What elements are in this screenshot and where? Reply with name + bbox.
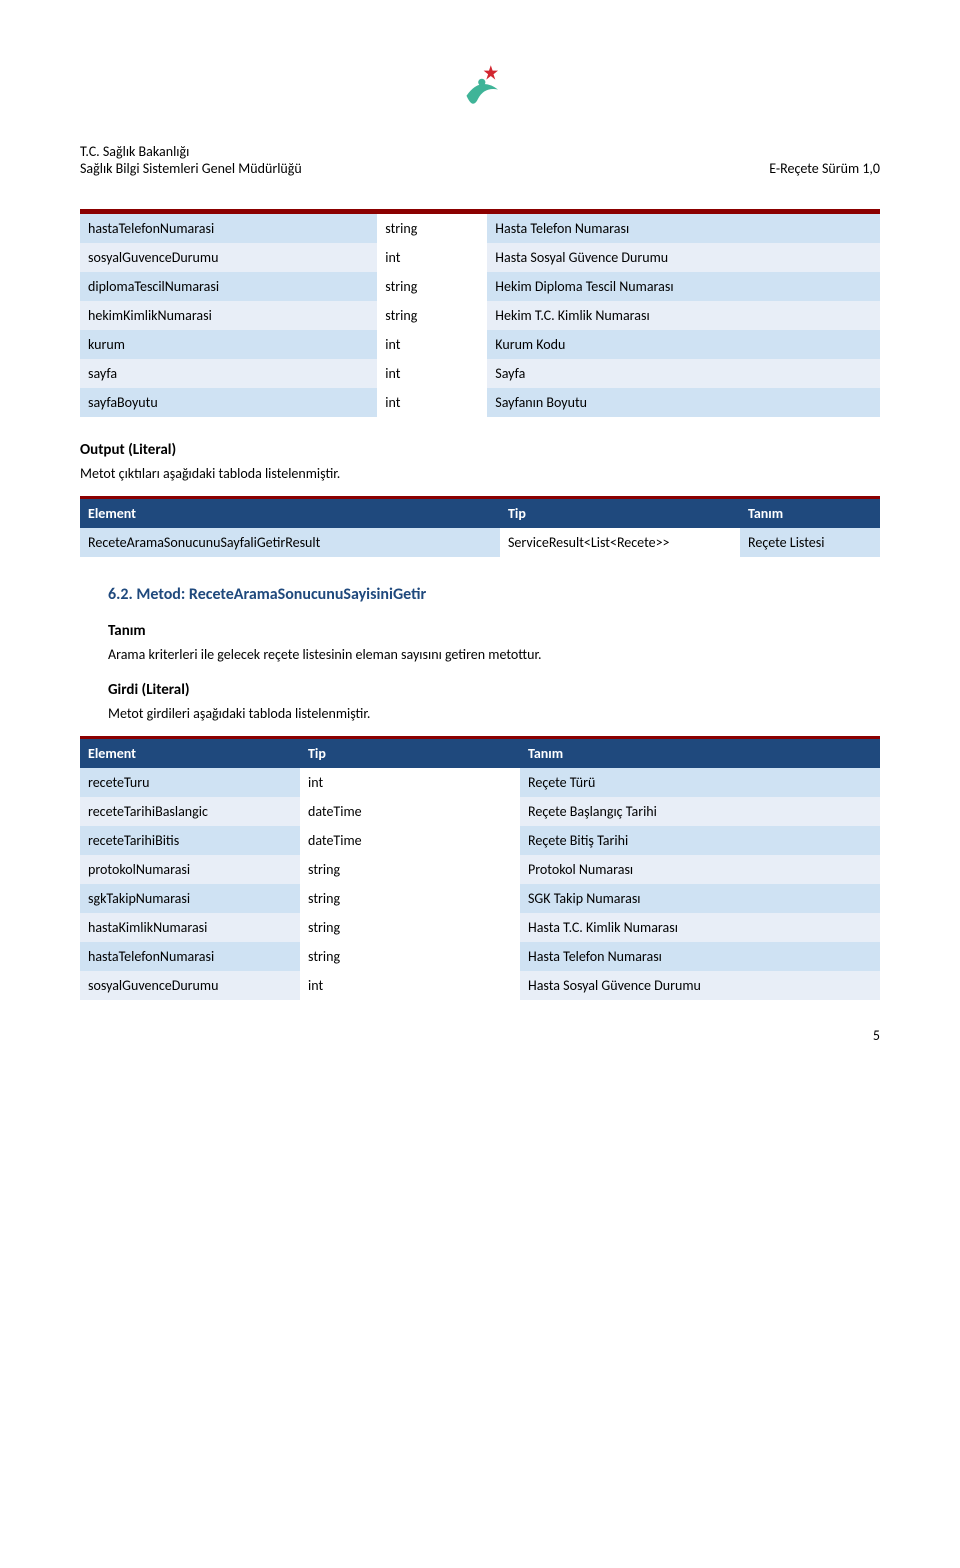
cell-element: receteTuru <box>80 768 300 797</box>
table-row: hekimKimlikNumarasistringHekim T.C. Kiml… <box>80 301 880 330</box>
table-row: hastaKimlikNumarasistringHasta T.C. Kiml… <box>80 913 880 942</box>
table-row: diplomaTescilNumarasistringHekim Diploma… <box>80 272 880 301</box>
table-row: hastaTelefonNumarasistringHasta Telefon … <box>80 214 880 243</box>
table-row: sosyalGuvenceDurumuintHasta Sosyal Güven… <box>80 971 880 1000</box>
cell-desc: Kurum Kodu <box>487 330 880 359</box>
cell-type: string <box>300 884 520 913</box>
cell-desc: Protokol Numarası <box>520 855 880 884</box>
cell-desc: Hasta Sosyal Güvence Durumu <box>520 971 880 1000</box>
cell-type: int <box>377 388 487 417</box>
cell-desc: Hasta Sosyal Güvence Durumu <box>487 243 880 272</box>
input-params-table: hastaTelefonNumarasistringHasta Telefon … <box>80 209 880 417</box>
cell-element: kurum <box>80 330 377 359</box>
cell-type: string <box>300 855 520 884</box>
output-literal-heading: Output (Literal) <box>80 441 880 459</box>
cell-desc: Reçete Bitiş Tarihi <box>520 826 880 855</box>
tanim-label: Tanım <box>108 622 880 640</box>
cell-desc: Reçete Türü <box>520 768 880 797</box>
table-row: sosyalGuvenceDurumuintHasta Sosyal Güven… <box>80 243 880 272</box>
table-row: hastaTelefonNumarasistringHasta Telefon … <box>80 942 880 971</box>
girdi-label: Girdi (Literal) <box>108 681 880 699</box>
col-type: Tip <box>300 737 520 768</box>
cell-element: diplomaTescilNumarasi <box>80 272 377 301</box>
page-header: T.C. Sağlık Bakanlığı Sağlık Bilgi Siste… <box>80 143 880 177</box>
cell-desc: Hasta Telefon Numarası <box>520 942 880 971</box>
cell-type: dateTime <box>300 826 520 855</box>
col-element: Element <box>80 737 300 768</box>
cell-element: hastaKimlikNumarasi <box>80 913 300 942</box>
page-number: 5 <box>873 1027 880 1044</box>
table-row: sayfaintSayfa <box>80 359 880 388</box>
cell-desc: Hekim Diploma Tescil Numarası <box>487 272 880 301</box>
cell-element: sosyalGuvenceDurumu <box>80 971 300 1000</box>
tanim-text: Arama kriterleri ile gelecek reçete list… <box>108 646 880 663</box>
cell-desc: Hekim T.C. Kimlik Numarası <box>487 301 880 330</box>
girdi-text: Metot girdileri aşağıdaki tabloda listel… <box>108 705 880 722</box>
output-table: Element Tip Tanım ReceteAramaSonucunuSay… <box>80 496 880 557</box>
org-line-2: Sağlık Bilgi Sistemleri Genel Müdürlüğü <box>80 160 302 177</box>
table-row: receteTarihiBitisdateTimeReçete Bitiş Ta… <box>80 826 880 855</box>
header-right: E-Reçete Sürüm 1,0 <box>769 160 880 177</box>
cell-type: string <box>300 913 520 942</box>
cell-element: hekimKimlikNumarasi <box>80 301 377 330</box>
method-heading: 6.2. Metod: ReceteAramaSonucunuSayisiniG… <box>108 585 880 604</box>
table-row: ReceteAramaSonucunuSayfaliGetirResultSer… <box>80 528 880 557</box>
table-row: sgkTakipNumarasistringSGK Takip Numarası <box>80 884 880 913</box>
cell-element: sosyalGuvenceDurumu <box>80 243 377 272</box>
cell-type: int <box>377 330 487 359</box>
cell-element: protokolNumarasi <box>80 855 300 884</box>
cell-type: int <box>300 768 520 797</box>
cell-desc: SGK Takip Numarası <box>520 884 880 913</box>
cell-element: receteTarihiBitis <box>80 826 300 855</box>
col-desc: Tanım <box>520 737 880 768</box>
cell-type: string <box>377 272 487 301</box>
cell-type: ServiceResult<List<Recete>> <box>500 528 740 557</box>
cell-element: hastaTelefonNumarasi <box>80 214 377 243</box>
cell-element: sayfaBoyutu <box>80 388 377 417</box>
cell-type: string <box>300 942 520 971</box>
cell-type: string <box>377 214 487 243</box>
cell-element: sayfa <box>80 359 377 388</box>
cell-element: ReceteAramaSonucunuSayfaliGetirResult <box>80 528 500 557</box>
cell-type: int <box>300 971 520 1000</box>
cell-element: receteTarihiBaslangic <box>80 797 300 826</box>
cell-type: string <box>377 301 487 330</box>
header-left: T.C. Sağlık Bakanlığı Sağlık Bilgi Siste… <box>80 143 302 177</box>
cell-type: int <box>377 359 487 388</box>
cell-desc: Reçete Listesi <box>740 528 880 557</box>
girdi-table: Element Tip Tanım receteTuruintReçete Tü… <box>80 736 880 1000</box>
table-row: receteTuruintReçete Türü <box>80 768 880 797</box>
logo-container <box>80 40 880 135</box>
table-row: receteTarihiBaslangicdateTimeReçete Başl… <box>80 797 880 826</box>
cell-desc: Sayfa <box>487 359 880 388</box>
output-literal-text: Metot çıktıları aşağıdaki tabloda listel… <box>80 465 880 482</box>
cell-element: sgkTakipNumarasi <box>80 884 300 913</box>
table-row: protokolNumarasistringProtokol Numarası <box>80 855 880 884</box>
cell-desc: Reçete Başlangıç Tarihi <box>520 797 880 826</box>
col-element: Element <box>80 497 500 528</box>
cell-type: dateTime <box>300 797 520 826</box>
version-label: E-Reçete Sürüm 1,0 <box>769 160 880 177</box>
cell-element: hastaTelefonNumarasi <box>80 942 300 971</box>
table-row: kurumintKurum Kodu <box>80 330 880 359</box>
cell-desc: Hasta Telefon Numarası <box>487 214 880 243</box>
org-line-1: T.C. Sağlık Bakanlığı <box>80 143 302 160</box>
table-row: sayfaBoyutuintSayfanın Boyutu <box>80 388 880 417</box>
col-type: Tip <box>500 497 740 528</box>
cell-desc: Hasta T.C. Kimlik Numarası <box>520 913 880 942</box>
cell-desc: Sayfanın Boyutu <box>487 388 880 417</box>
col-desc: Tanım <box>740 497 880 528</box>
ministry-logo-icon <box>435 40 525 130</box>
cell-type: int <box>377 243 487 272</box>
